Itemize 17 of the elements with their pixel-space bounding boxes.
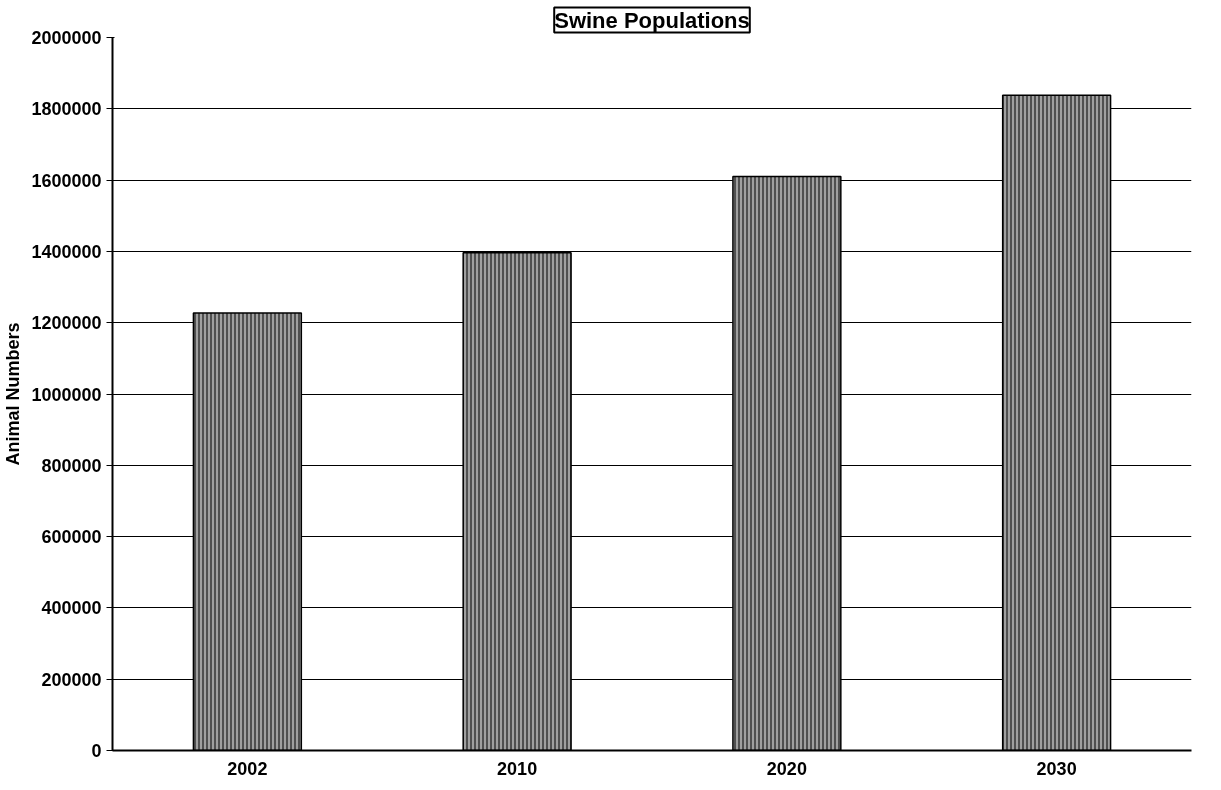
y-tick-label: 800000: [41, 455, 102, 476]
y-tick-label: 600000: [41, 527, 102, 548]
x-tick-label: 2010: [497, 758, 538, 779]
y-tick-label: 0: [91, 741, 102, 761]
y-tick-label: 1000000: [31, 384, 102, 405]
y-axis-title: Animal Numbers: [3, 322, 24, 466]
y-tick-label: 1600000: [31, 170, 102, 191]
x-tick-label: 2002: [227, 758, 268, 779]
x-tick-label: 2030: [1036, 758, 1077, 779]
x-tick-label: 2020: [766, 758, 807, 779]
y-tick-label: 2000000: [31, 28, 102, 48]
y-tick-label: 200000: [41, 669, 102, 690]
y-tick-label: 1200000: [31, 313, 102, 334]
y-tick-label: 400000: [41, 598, 102, 619]
y-tick-label: 1400000: [31, 241, 102, 262]
chart-title: Swine Populations: [554, 7, 750, 33]
y-tick-label: 1800000: [31, 99, 102, 120]
